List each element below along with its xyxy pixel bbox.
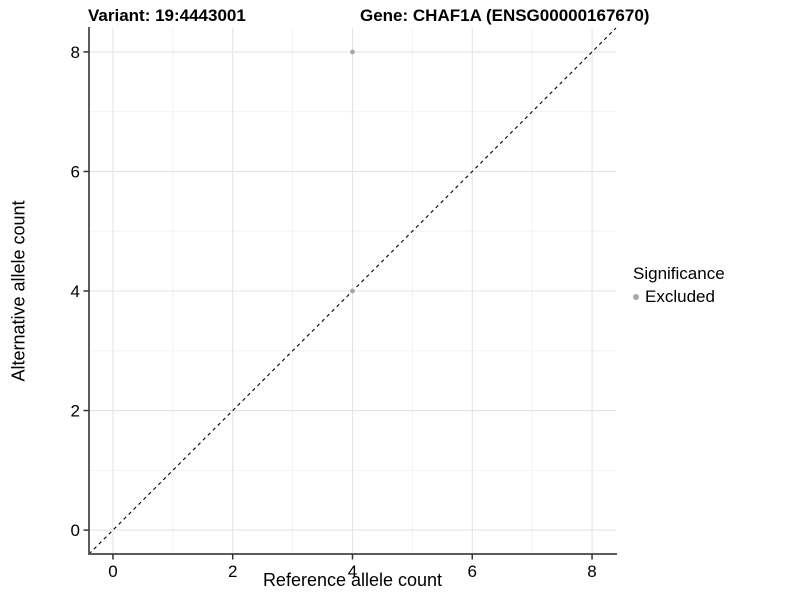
y-tick-label: 2: [71, 402, 80, 421]
y-tick-label: 8: [71, 43, 80, 62]
x-tick-label: 8: [587, 562, 596, 581]
x-axis-title: Reference allele count: [262, 570, 443, 590]
data-point-excluded: [350, 288, 355, 294]
legend-item-label: Excluded: [645, 287, 715, 306]
y-tick-label: 4: [71, 282, 80, 301]
variant-title: Variant: 19:4443001: [88, 6, 246, 25]
y-axis-title: Alternative allele count: [8, 200, 29, 382]
legend-point-icon: [633, 294, 639, 300]
legend-title: Significance: [633, 264, 725, 283]
x-tick-label: 4: [348, 562, 357, 581]
y-tick-label: 0: [71, 521, 80, 540]
legend-item-excluded: Excluded: [633, 287, 725, 307]
x-tick-label: 6: [468, 562, 477, 581]
data-point-excluded: [350, 49, 355, 55]
gene-title: Gene: CHAF1A (ENSG00000167670): [360, 6, 650, 25]
x-tick-label: 0: [108, 562, 117, 581]
legend: Significance Excluded: [633, 263, 725, 307]
x-tick-label: 2: [228, 562, 237, 581]
y-tick-label: 6: [71, 162, 80, 181]
